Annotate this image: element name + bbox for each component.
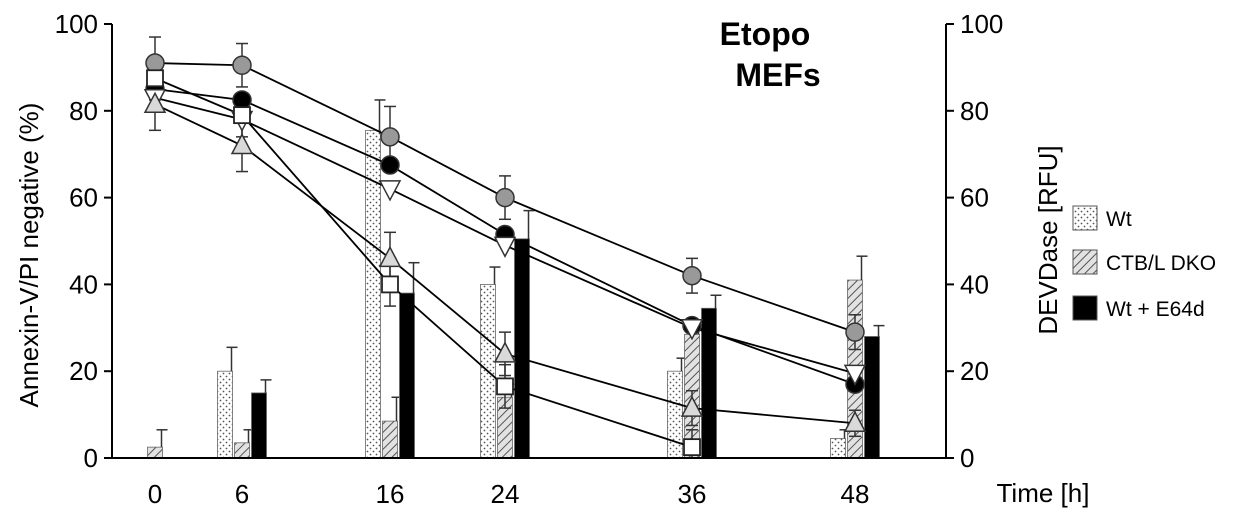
- y-right-tick-label: 100: [960, 9, 1003, 39]
- x-axis-label: Time [h]: [997, 478, 1090, 508]
- point-circle: [380, 127, 400, 147]
- bar-dots: [217, 370, 233, 459]
- y-right-tick-label: 40: [960, 269, 989, 299]
- point-triangle-up: [230, 132, 254, 155]
- series-line-square: [154, 77, 693, 449]
- legend-swatch-solid: [1072, 295, 1098, 321]
- bar-dots: [365, 129, 381, 459]
- series-line-triangle-up: [154, 103, 856, 425]
- bar-dots: [667, 370, 683, 459]
- bar-solid: [251, 392, 267, 459]
- legend-swatch-hatch: [1072, 249, 1098, 275]
- x-tick-label: 48: [841, 479, 870, 509]
- y-axis-left-label: Annexin-V/PI negative (%): [14, 103, 44, 408]
- y-left-tick-label: 20: [69, 356, 98, 386]
- point-triangle-down: [843, 364, 867, 386]
- point-triangle-up: [378, 245, 402, 268]
- point-triangle-down: [493, 236, 517, 258]
- bar-solid: [514, 238, 530, 459]
- point-square: [381, 275, 399, 294]
- point-triangle-up: [493, 341, 517, 363]
- series-line-triangle-down: [154, 96, 856, 375]
- legend-label: Wt: [1106, 208, 1132, 231]
- point-square: [496, 377, 514, 396]
- y-right-tick-label: 20: [960, 356, 989, 386]
- y-left-tick-label: 40: [69, 269, 98, 299]
- point-square: [683, 438, 701, 457]
- point-circle: [495, 187, 515, 208]
- point-square: [146, 69, 164, 88]
- x-tick-label: 16: [376, 479, 405, 509]
- point-circle: [845, 322, 865, 342]
- point-triangle-up: [143, 91, 167, 114]
- y-left-tick-label: 80: [69, 96, 98, 126]
- y-right-tick-label: 80: [960, 96, 989, 126]
- point-circle: [682, 265, 702, 286]
- x-tick-label: 0: [148, 479, 162, 509]
- x-tick-label: 6: [235, 479, 249, 509]
- point-circle: [380, 155, 400, 175]
- point-circle: [232, 55, 252, 75]
- point-triangle-down: [378, 180, 402, 202]
- bars-layer: [147, 99, 885, 459]
- series-line-circle: [154, 62, 856, 333]
- labels-layer: Etopo MEFs Annexin-V/PI negative (%) DEV…: [14, 16, 1089, 508]
- bar-dots: [830, 438, 846, 459]
- bar-solid: [864, 336, 880, 459]
- lines-layer: [143, 36, 867, 459]
- point-triangle-down: [680, 319, 704, 341]
- chart-title-line-1: Etopo: [720, 16, 811, 52]
- y-right-tick-label: 60: [960, 183, 989, 213]
- bar-solid: [399, 292, 415, 459]
- point-triangle-up: [843, 410, 867, 433]
- y-left-tick-label: 0: [84, 443, 98, 473]
- y-left-tick-label: 100: [55, 9, 98, 39]
- y-right-tick-label: 0: [960, 443, 974, 473]
- y-left-tick-label: 60: [69, 183, 98, 213]
- bar-hatch: [234, 442, 250, 459]
- x-tick-label: 24: [491, 479, 520, 509]
- point-triangle-up: [680, 395, 704, 417]
- bar-hatch: [382, 420, 398, 459]
- chart-title-line-2: MEFs: [735, 57, 820, 93]
- legend-label: Wt + E64d: [1106, 298, 1205, 321]
- legend-label: CTB/L DKO: [1106, 252, 1216, 275]
- x-tick-label: 36: [678, 479, 707, 509]
- legend-swatch-dots: [1072, 205, 1098, 231]
- y-axis-right-label: DEVDase [RFU]: [1033, 145, 1063, 334]
- axes-layer: 0 20 40 60 80 100 0 20 40 60 80 100 0 6 16 24 36 48: [55, 9, 1004, 509]
- point-square: [233, 106, 251, 125]
- bar-hatch: [147, 446, 163, 459]
- legend: Wt CTB/L DKO Wt + E64d: [1072, 205, 1216, 321]
